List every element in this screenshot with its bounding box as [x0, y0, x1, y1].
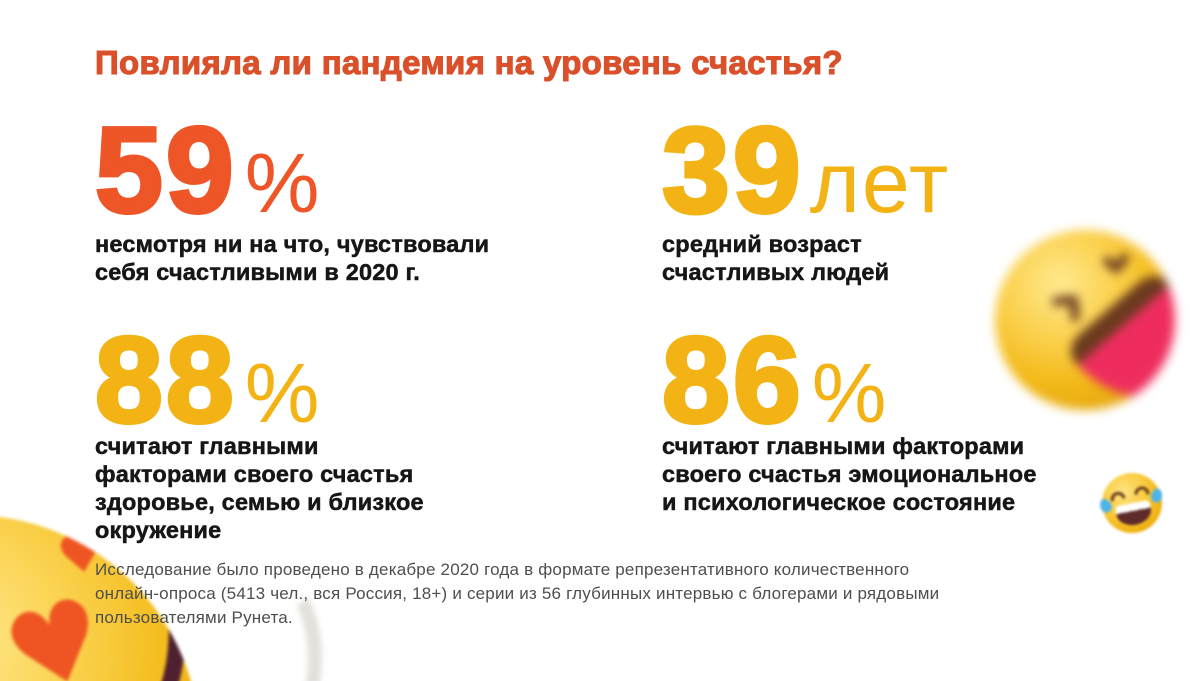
stat-value: 39 лет — [660, 102, 1162, 238]
stat-number: 59 — [93, 102, 237, 238]
rofl-emoji-icon — [995, 230, 1175, 410]
stat-number: 39 — [660, 102, 804, 238]
stat-description: несмотря ни на что, чувствовали себя сча… — [95, 230, 490, 286]
stat-number: 86 — [660, 312, 804, 448]
stat-block-average-age: 39 лет средний возраст счастливых людей — [660, 102, 1162, 286]
stat-unit: % — [811, 346, 889, 440]
page-title: Повлияла ли пандемия на уровень счастья? — [94, 43, 843, 81]
stat-value: 59 % — [93, 102, 595, 238]
stat-unit: лет — [809, 135, 951, 231]
stat-block-happy-2020: 59 % несмотря ни на что, чувствовали себ… — [93, 102, 595, 286]
footnote: Исследование было проведено в декабре 20… — [95, 560, 940, 628]
stat-block-health-family: 88 % считают главными факторами своего с… — [93, 312, 595, 545]
stat-description: считают главными факторами своего счасть… — [662, 432, 1037, 516]
hearts-emoji-icon: ♥ ♥ — [0, 515, 200, 681]
rofl-face — [995, 230, 1175, 410]
stat-value: 86 % — [660, 312, 1172, 448]
stat-description: средний возраст счастливых людей — [662, 230, 890, 286]
stat-description: считают главными факторами своего счасть… — [95, 432, 424, 544]
stat-block-emotional-state: 86 % считают главными факторами своего с… — [660, 312, 1172, 516]
stat-unit: % — [244, 136, 322, 230]
stat-value: 88 % — [93, 312, 595, 448]
stat-unit: % — [244, 346, 322, 440]
stat-number: 88 — [93, 312, 237, 448]
